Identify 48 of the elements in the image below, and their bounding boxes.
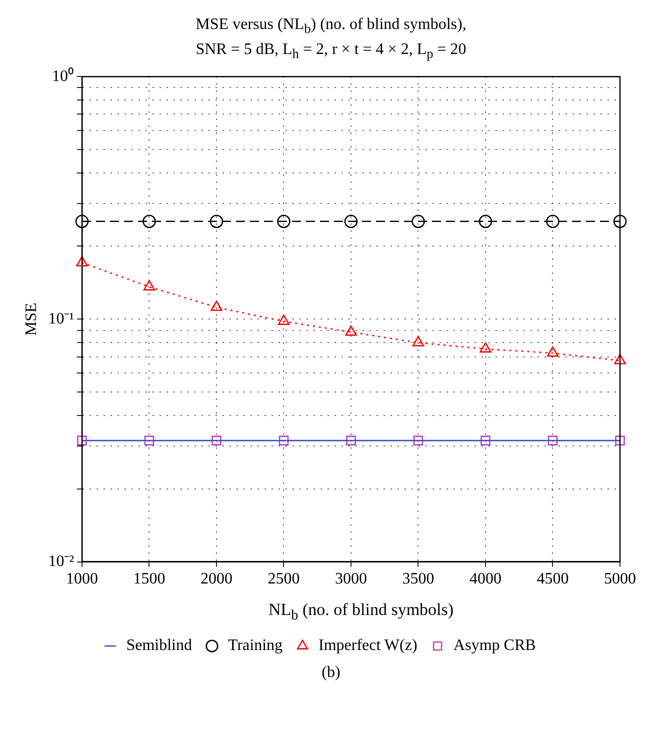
point [345,326,357,336]
y-tick-label: 10⁻² [48,553,74,570]
y-tick-label: 10⁻¹ [48,310,74,328]
point [344,215,358,228]
chart-subtitle: SNR = 5 dB, L$_{h}$ = 2, r × t = 4 × 2, L$_{p}$ = 20 [194,40,468,64]
x-tick-label: 3000 [335,570,367,588]
x-tick-label: 5000 [604,570,636,588]
point [278,315,290,326]
point [478,215,492,228]
point [546,346,559,358]
point [412,215,425,228]
point [346,436,356,446]
point [277,215,290,228]
x-tick-label: 4000 [470,570,502,588]
legend-label: Asymp CRB [454,638,536,655]
point [278,436,289,446]
x-axis-title: NL$_{b}$ (no. of blind symbols) [267,600,455,625]
text: (b) [320,664,342,682]
point [546,215,560,228]
x-tick-label: 4500 [536,570,569,588]
point [615,436,625,446]
point [142,215,156,228]
point [75,215,89,228]
y-tick-label: 10⁰ [52,67,74,86]
point [210,300,222,312]
legend-label: Imperfect W(z) [318,638,418,655]
point [613,215,627,228]
chart-title: MSE versus (NL$_{b}$) (no. of blind symbols), [194,15,468,38]
legend-label: Semiblind [126,638,192,655]
point [412,336,424,347]
point [77,436,87,446]
point [144,436,154,446]
point [212,436,222,446]
point [210,215,224,228]
point [614,354,626,365]
point [480,436,490,446]
x-tick-label: 3500 [402,570,434,588]
point [548,436,558,446]
point [413,436,424,446]
x-tick-label: 2500 [268,570,300,588]
x-tick-label: 2000 [200,570,232,588]
point [143,280,156,291]
x-tick-label: 1000 [66,570,98,588]
x-tick-label: 1500 [133,570,166,588]
point [480,342,492,353]
point [76,256,88,267]
y-axis-title: MSE [22,303,40,336]
legend-label: Training [228,638,283,655]
